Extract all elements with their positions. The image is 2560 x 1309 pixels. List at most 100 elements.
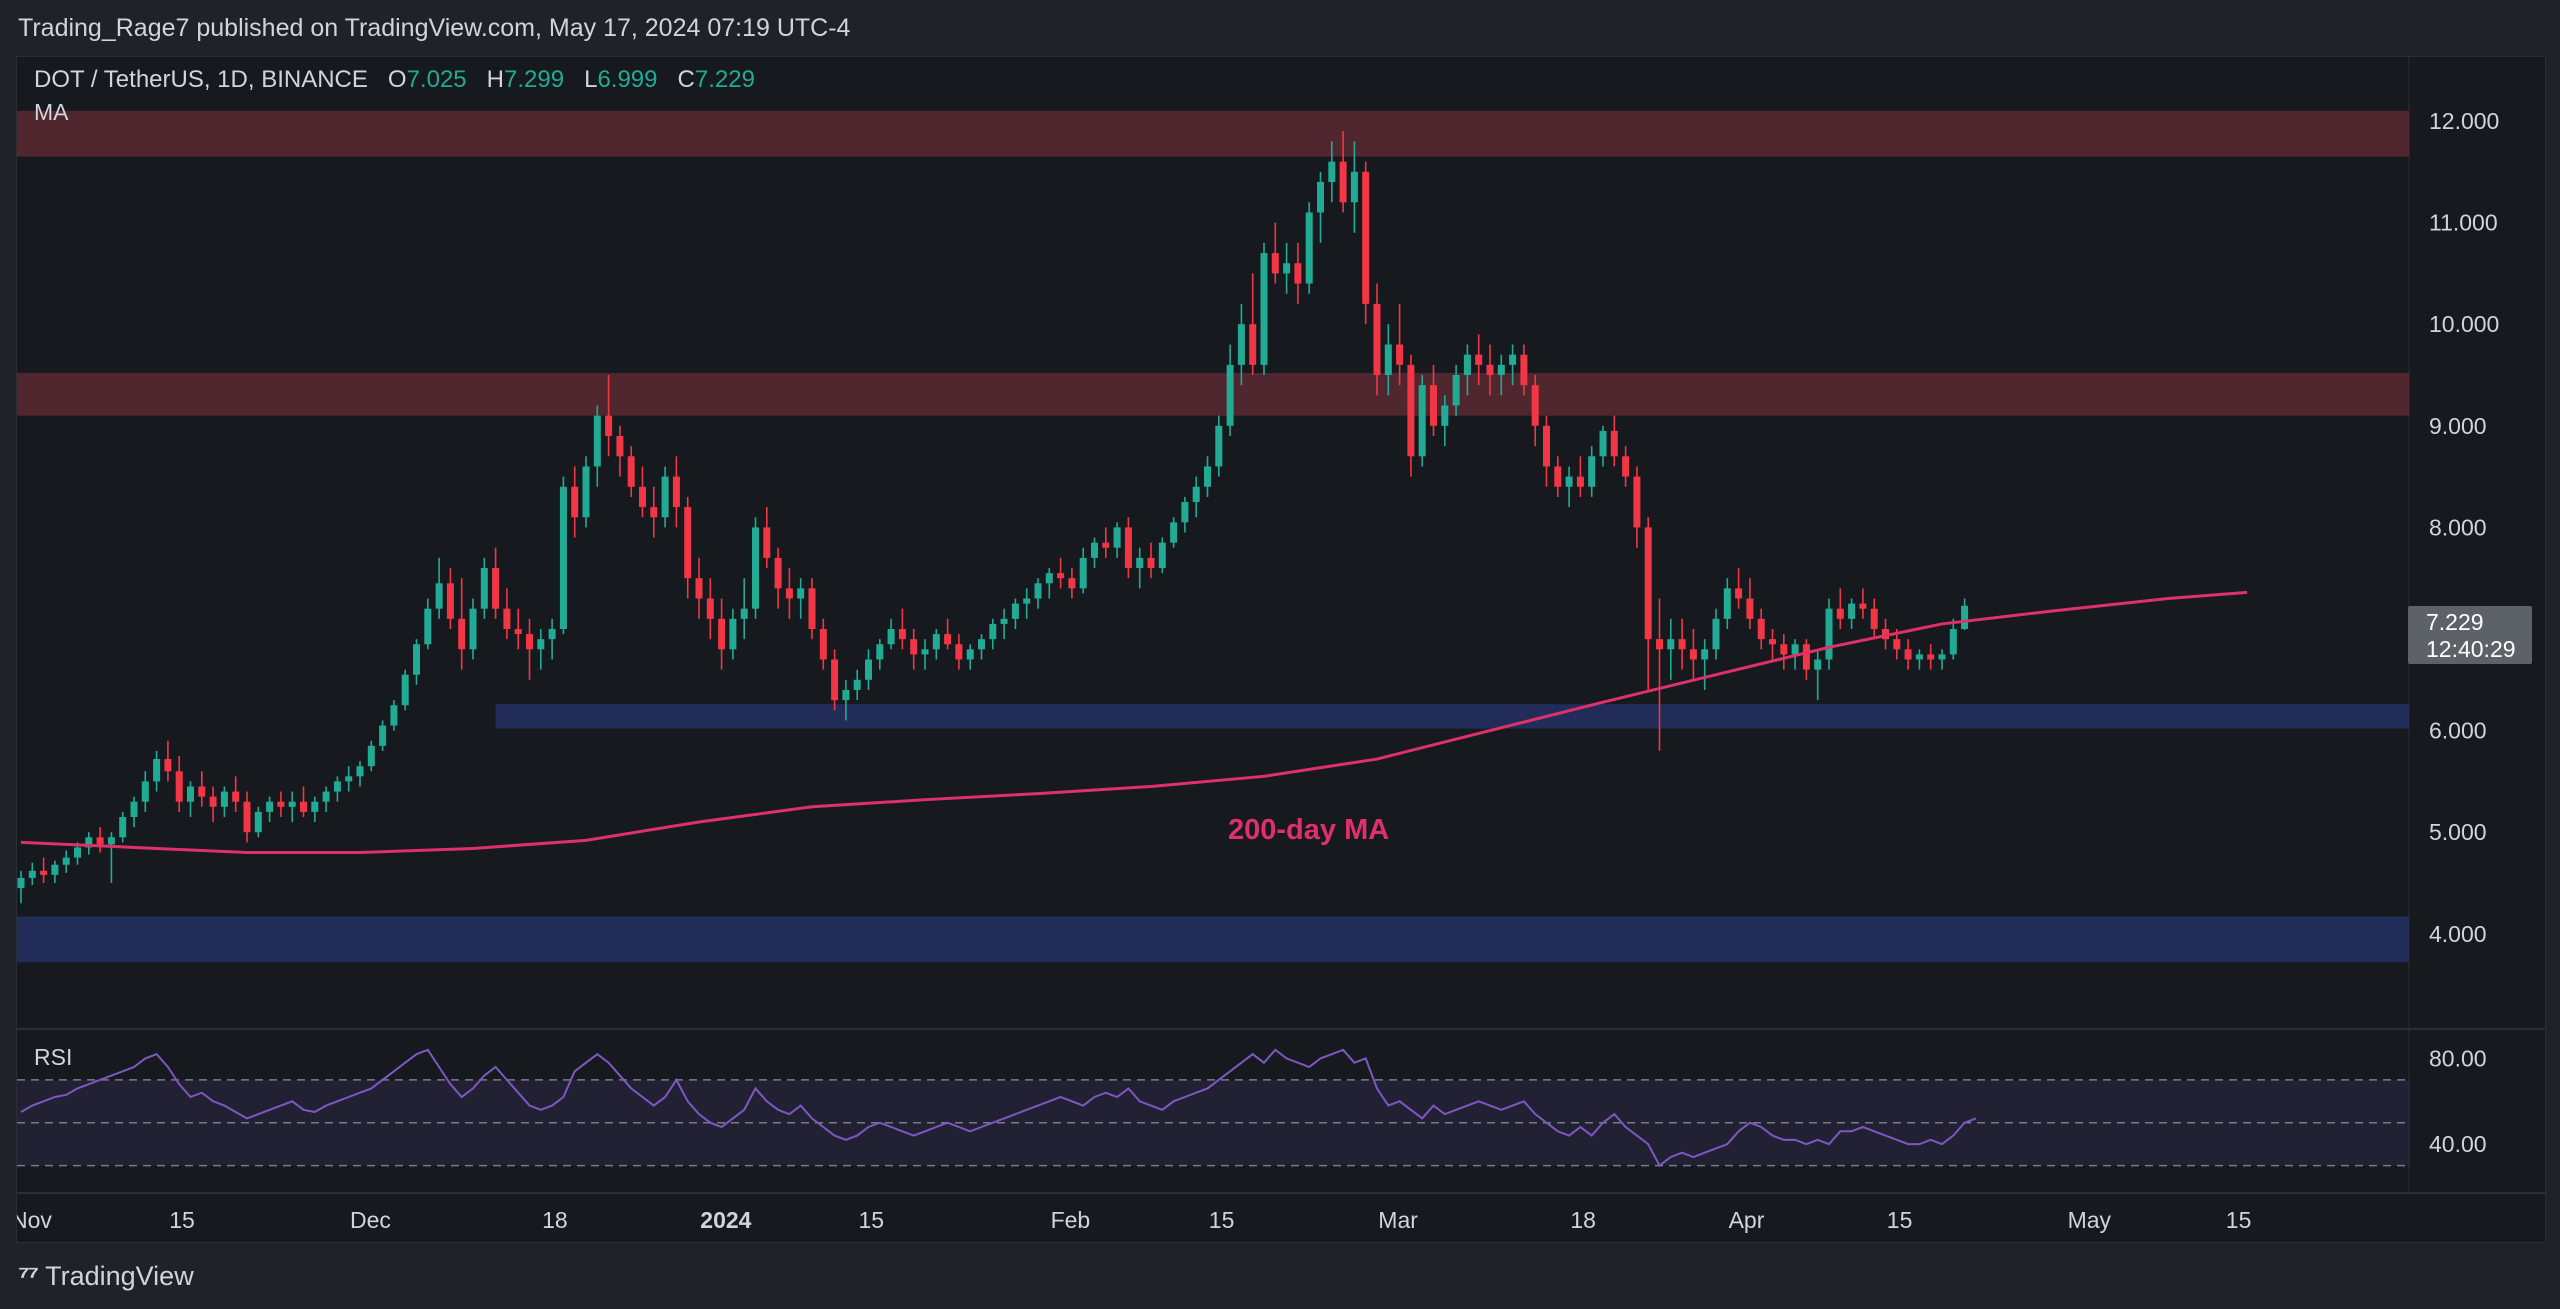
zone-support-lower xyxy=(17,916,2409,963)
candle-body xyxy=(1927,654,1935,660)
candle-body xyxy=(695,578,703,599)
candle-body xyxy=(989,623,997,640)
candle-body xyxy=(1870,608,1878,629)
time-tick-label: 15 xyxy=(1887,1207,1913,1233)
candle-body xyxy=(1339,161,1347,203)
candle-body xyxy=(706,598,714,619)
last-price-value: 7.229 xyxy=(2426,609,2484,635)
candle-body xyxy=(898,629,906,640)
price-tick-label: 5.000 xyxy=(2429,819,2487,845)
candle-body xyxy=(865,659,872,680)
candle-body xyxy=(1780,644,1788,655)
candle-body xyxy=(978,639,985,650)
candle-body xyxy=(944,634,952,645)
candle-body xyxy=(887,629,895,645)
candle-body xyxy=(853,679,861,690)
time-tick-label: 15 xyxy=(169,1207,195,1233)
candle-body xyxy=(548,629,556,640)
candle-body xyxy=(1701,649,1709,660)
candle-body xyxy=(96,837,104,845)
candle-body xyxy=(763,527,771,558)
candle-body xyxy=(1215,425,1223,467)
candle-body xyxy=(1102,542,1110,548)
candle-body xyxy=(345,776,353,782)
candle-body xyxy=(1622,456,1630,477)
candle-body xyxy=(379,725,387,746)
candle-body xyxy=(1204,466,1211,487)
candle-body xyxy=(910,639,918,655)
footer-brand[interactable]: ⁷⁷ TradingView xyxy=(18,1260,194,1292)
candle-body xyxy=(1656,639,1663,650)
candle-body xyxy=(1565,476,1573,487)
candle-body xyxy=(1000,618,1008,624)
candle-body xyxy=(51,864,59,875)
candle-body xyxy=(266,801,274,812)
candle-body xyxy=(1938,654,1946,660)
candle-body xyxy=(932,634,940,650)
candle-body xyxy=(650,507,658,518)
candle-body xyxy=(842,689,850,701)
symbol-label[interactable]: DOT / TetherUS, 1D, BINANCE xyxy=(34,66,368,93)
chart-panel[interactable]: 12.000 11.000 10.000 9.000 8.000 6.000 5.000 4.… xyxy=(11,56,2546,1243)
candle-body xyxy=(1226,364,1234,426)
candle-body xyxy=(1418,385,1426,457)
high-label: H xyxy=(486,66,504,93)
candle-body xyxy=(819,629,827,660)
bar-countdown: 12:40:29 xyxy=(2426,636,2516,662)
candle-body xyxy=(616,435,624,457)
candle-body xyxy=(1328,161,1336,182)
rsi-tick-label: 80.00 xyxy=(2429,1045,2487,1071)
candle-body xyxy=(740,608,748,619)
ohlc-legend: DOT / TetherUS, 1D, BINANCE O7.025 H7.29… xyxy=(34,66,755,94)
candle-body xyxy=(1814,659,1822,670)
candle-body xyxy=(752,527,759,609)
ma-indicator-label[interactable]: MA xyxy=(34,99,69,125)
candle-body xyxy=(175,771,183,802)
candle-body xyxy=(209,796,217,807)
candle-body xyxy=(220,791,228,807)
candle-body xyxy=(1430,385,1437,426)
candle-body xyxy=(514,629,522,635)
candle-body xyxy=(1283,263,1291,274)
candle-body xyxy=(1271,253,1279,274)
candle-body xyxy=(480,568,488,609)
ma-annotation: 200-day MA xyxy=(1228,814,1390,846)
candle-body xyxy=(17,877,25,889)
candle-body xyxy=(672,476,680,508)
candle-body xyxy=(119,816,127,838)
time-tick-label: May xyxy=(2068,1207,2112,1233)
price-tick-label: 9.000 xyxy=(2429,413,2487,439)
chart-svg[interactable]: 12.000 11.000 10.000 9.000 8.000 6.000 5.000 4.… xyxy=(11,57,2545,1242)
publisher-line: Trading_Rage7 published on TradingView.c… xyxy=(18,14,851,42)
time-tick-label: 18 xyxy=(542,1207,568,1233)
candle-body xyxy=(1633,476,1641,528)
time-tick-label: 15 xyxy=(1209,1207,1235,1233)
candle-body xyxy=(1497,364,1505,375)
candle-body xyxy=(1554,466,1562,487)
low-value: 6.999 xyxy=(597,66,658,93)
price-tick-label: 4.000 xyxy=(2429,921,2487,947)
candle-body xyxy=(1769,639,1776,645)
open-value: 7.025 xyxy=(406,66,467,93)
candle-body xyxy=(966,649,974,660)
candle-body xyxy=(1373,303,1381,375)
candle-body xyxy=(1859,603,1867,609)
candle-body xyxy=(1486,364,1494,375)
last-price-tag: 7.229 12:40:29 xyxy=(2408,606,2532,664)
candle-body xyxy=(492,568,500,609)
candle-body xyxy=(1362,171,1370,304)
candle-body xyxy=(684,507,692,579)
candle-body xyxy=(1463,354,1471,375)
candle-body xyxy=(1825,608,1833,660)
candle-body xyxy=(1317,181,1324,213)
candle-body xyxy=(40,870,48,875)
time-tick-label: Nov xyxy=(17,1207,52,1233)
candle-body xyxy=(254,811,262,833)
candle-body xyxy=(1136,557,1144,569)
time-tick-label: 18 xyxy=(1570,1207,1596,1233)
time-tick-label: 15 xyxy=(2226,1207,2252,1233)
rsi-indicator-label[interactable]: RSI xyxy=(34,1044,73,1070)
candle-body xyxy=(1689,649,1697,660)
candle-body xyxy=(921,649,929,655)
candle-body xyxy=(526,634,533,650)
